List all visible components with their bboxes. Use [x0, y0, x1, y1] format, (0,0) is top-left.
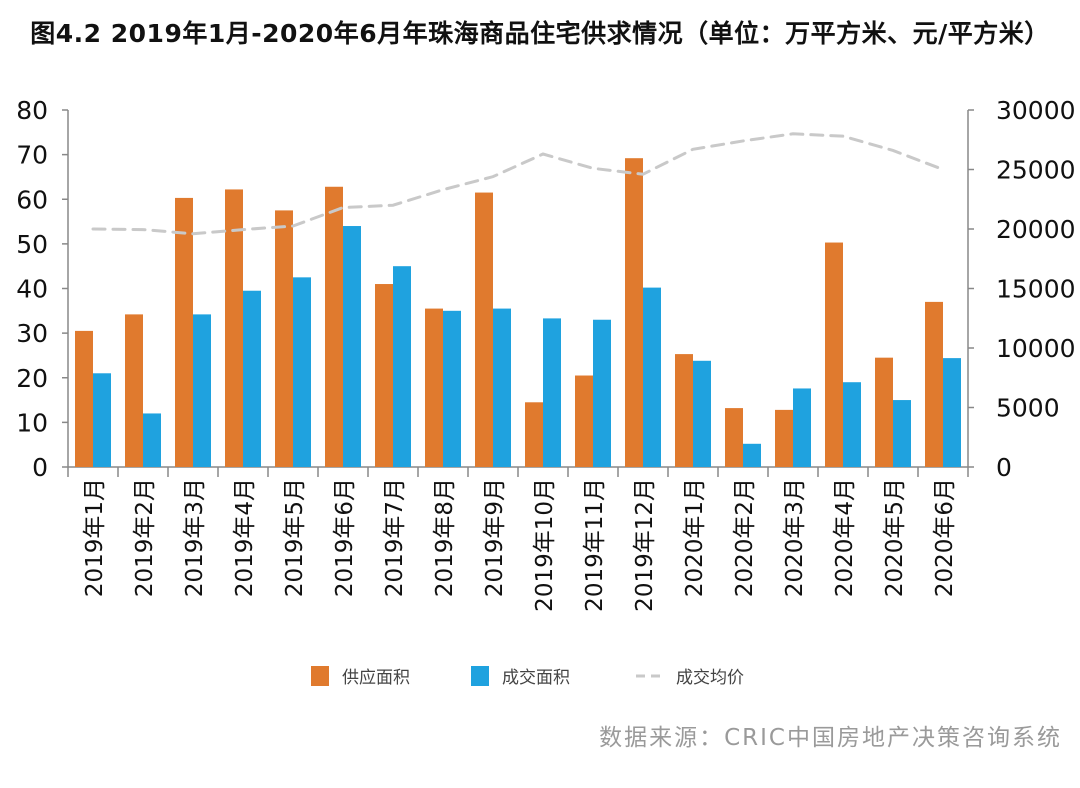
- bar-supply: [575, 375, 593, 467]
- bar-deal: [343, 226, 361, 467]
- bar-deal: [843, 382, 861, 467]
- bar-deal: [643, 287, 661, 467]
- y-left-tick-label: 70: [16, 141, 48, 170]
- bar-deal: [543, 318, 561, 467]
- source-note: 数据来源：CRIC中国房地产决策咨询系统: [599, 725, 1062, 751]
- legend-label-supply: 供应面积: [342, 668, 410, 688]
- x-tick-label: 2019年11月: [582, 478, 608, 612]
- x-tick-label: 2019年10月: [532, 478, 558, 612]
- bar-deal: [393, 266, 411, 467]
- bar-deal: [143, 413, 161, 467]
- bar-supply: [675, 354, 693, 467]
- x-tick-label: 2019年3月: [182, 478, 208, 597]
- x-tick-label: 2020年6月: [932, 478, 958, 597]
- x-tick-label: 2019年8月: [432, 478, 458, 597]
- bar-deal: [893, 400, 911, 467]
- y-left-tick-label: 10: [16, 408, 48, 437]
- bar-supply: [325, 186, 343, 467]
- x-tick-label: 2020年3月: [782, 478, 808, 597]
- bar-supply: [75, 330, 93, 467]
- y-left-tick-label: 80: [16, 96, 48, 125]
- y-right-tick-label: 20000: [996, 215, 1076, 244]
- x-tick-label: 2019年12月: [632, 478, 658, 612]
- bar-supply: [275, 210, 293, 467]
- bar-deal: [943, 358, 961, 467]
- x-tick-label: 2020年5月: [882, 478, 908, 597]
- y-left-tick-label: 40: [16, 275, 48, 304]
- bar-supply: [475, 192, 493, 467]
- x-tick-label: 2019年6月: [332, 478, 358, 597]
- y-right-tick-label: 25000: [996, 156, 1076, 185]
- x-tick-labels: 2019年1月 2019年2月 2019年3月 2019年4月 2019年5月 2019年…: [82, 478, 958, 612]
- legend-swatch-supply: [311, 666, 329, 686]
- price-line: [91, 132, 945, 236]
- x-tick-label: 2019年1月: [82, 478, 108, 597]
- legend-label-price: 成交均价: [676, 668, 744, 688]
- legend: 供应面积 成交面积 成交均价: [311, 666, 744, 688]
- x-tick-label: 2020年2月: [732, 478, 758, 597]
- bar-deal: [293, 277, 311, 467]
- bar-supply: [825, 242, 843, 467]
- bar-supply: [225, 189, 243, 467]
- x-tick-label: 2019年5月: [282, 478, 308, 597]
- bar-deal: [493, 308, 511, 467]
- bar-supply: [775, 409, 793, 467]
- bar-supply: [175, 197, 193, 467]
- y-right-tick-label: 0: [996, 453, 1012, 482]
- bar-supply: [625, 158, 643, 467]
- bar-deal: [243, 290, 261, 467]
- y-right-tick-label: 30000: [996, 96, 1076, 125]
- x-tick-label: 2019年9月: [482, 478, 508, 597]
- x-tick-label: 2020年4月: [832, 478, 858, 597]
- bar-deal: [743, 443, 761, 467]
- y-right-tick-label: 15000: [996, 275, 1076, 304]
- bar-supply: [125, 314, 143, 467]
- axes: 0 10 20 30 40 50 60 70 80 0 5000 10000 15000 20000 250…: [16, 96, 1075, 482]
- y-left-tick-label: 20: [16, 364, 48, 393]
- bar-deal: [193, 314, 211, 467]
- bar-deal: [793, 388, 811, 467]
- y-left-tick-label: 0: [32, 453, 48, 482]
- y-left-tick-label: 60: [16, 185, 48, 214]
- legend-label-deal: 成交面积: [502, 668, 570, 688]
- x-tick-label: 2019年2月: [132, 478, 158, 597]
- bar-supply: [925, 301, 943, 467]
- bar-supply: [425, 308, 443, 467]
- series-line-price: [91, 132, 945, 236]
- bar-supply: [375, 284, 393, 467]
- bar-supply: [525, 402, 543, 467]
- bar-supply: [725, 408, 743, 467]
- x-tick-label: 2020年1月: [682, 478, 708, 597]
- y-right-tick-label: 10000: [996, 334, 1076, 363]
- y-left-tick-label: 30: [16, 319, 48, 348]
- y-left-tick-label: 50: [16, 230, 48, 259]
- chart-title: 图4.2 2019年1月-2020年6月年珠海商品住宅供求情况（单位：万平方米、…: [30, 19, 1050, 48]
- bars: [75, 158, 961, 467]
- legend-swatch-deal: [471, 666, 489, 686]
- x-tick-label: 2019年7月: [382, 478, 408, 597]
- x-tick-label: 2019年4月: [232, 478, 258, 597]
- bar-deal: [93, 373, 111, 467]
- bar-supply: [875, 357, 893, 467]
- bar-deal: [443, 310, 461, 467]
- bar-deal: [593, 319, 611, 467]
- y-right-tick-label: 5000: [996, 394, 1060, 423]
- bar-deal: [693, 360, 711, 467]
